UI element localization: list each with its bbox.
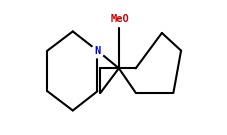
Text: N: N	[94, 46, 101, 56]
Text: MeO: MeO	[111, 14, 130, 24]
